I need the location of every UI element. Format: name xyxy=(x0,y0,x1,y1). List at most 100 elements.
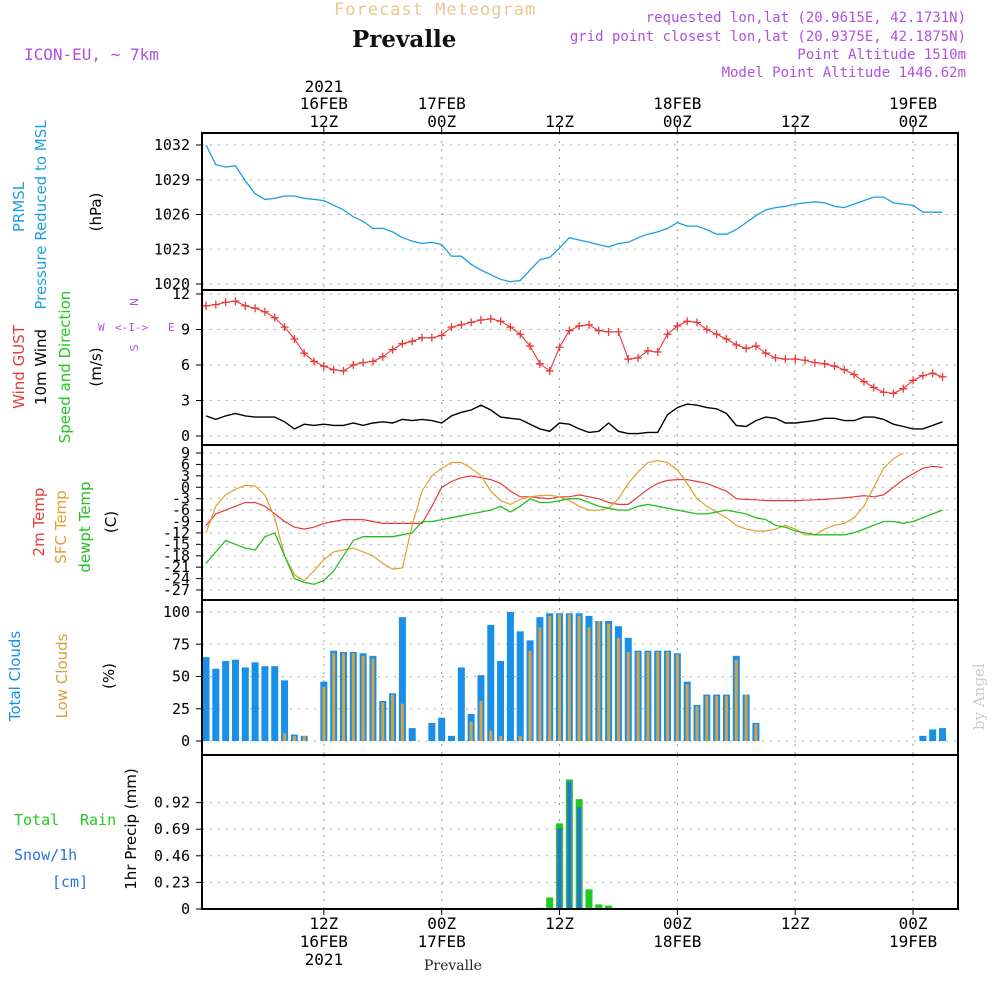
gust-marker xyxy=(290,334,299,343)
gust-marker xyxy=(388,345,397,354)
low-cloud-bar xyxy=(587,627,591,741)
y-tick-label: -12 xyxy=(163,524,190,542)
time-label-year: 2021 xyxy=(305,77,344,96)
gust-line xyxy=(205,300,943,394)
gust-marker xyxy=(899,384,908,393)
panel-frame xyxy=(201,754,959,910)
gust-marker xyxy=(496,317,505,326)
snow-bar xyxy=(567,781,572,909)
gust-marker xyxy=(339,366,348,375)
gust-marker xyxy=(418,333,427,342)
time-label-hour: 00Z xyxy=(899,112,928,131)
gust-marker xyxy=(260,307,269,316)
gust-marker xyxy=(634,353,643,362)
gust-marker xyxy=(555,343,564,352)
y-tick-label: -3 xyxy=(172,490,190,508)
gust-marker xyxy=(653,347,662,356)
time-label-date: 18FEB xyxy=(653,932,701,951)
total-cloud-bar xyxy=(398,617,406,741)
pressure-unit: (hPa) xyxy=(87,193,105,232)
y-tick-label: 0.23 xyxy=(154,873,190,891)
time-label-date: 16FEB xyxy=(300,94,348,113)
gust-marker xyxy=(732,340,741,349)
low-cloud-bar xyxy=(538,627,542,741)
dewpt-label: dewpt Temp xyxy=(76,481,94,572)
time-label-hour: 12Z xyxy=(309,914,338,933)
product-title: Forecast Meteogram xyxy=(334,0,537,20)
low-cloud-bar xyxy=(675,654,679,741)
rain-bar xyxy=(585,889,593,909)
y-tick-label: 1026 xyxy=(154,206,190,224)
low-cloud-bar xyxy=(400,703,404,741)
gust-marker xyxy=(909,376,918,385)
total-cloud-bar xyxy=(939,728,946,741)
total-cloud-bar xyxy=(271,666,279,741)
total-cloud-bar xyxy=(202,657,210,741)
gust-marker xyxy=(506,323,515,332)
gust-marker xyxy=(408,337,417,346)
y-tick-label: 1029 xyxy=(154,171,190,189)
gridpoint-coords: grid point closest lon,lat (20.9375E, 42… xyxy=(569,29,966,45)
y-tick-label: 25 xyxy=(172,700,190,718)
total-cloud-bar xyxy=(506,612,514,741)
dewpt-line xyxy=(205,497,943,585)
t2m-label: 2m Temp xyxy=(30,488,48,557)
total-cloud-bar xyxy=(448,735,455,741)
gust-marker xyxy=(437,331,446,340)
low-cloud-bar xyxy=(322,686,326,741)
gust-marker xyxy=(427,333,436,342)
gust-marker xyxy=(771,353,780,362)
low-cloud-bar xyxy=(518,735,522,741)
y-tick-label: 6 xyxy=(181,455,190,473)
y-tick-label: 1020 xyxy=(154,275,190,293)
gust-marker xyxy=(879,388,888,397)
low-cloud-bar xyxy=(332,653,336,741)
y-tick-label: -18 xyxy=(163,547,190,565)
gust-marker xyxy=(928,369,937,378)
time-label-hour: 00Z xyxy=(663,112,692,131)
total-cloud-bar xyxy=(251,662,259,741)
time-label-hour: 12Z xyxy=(309,112,338,131)
total-cloud-bar xyxy=(929,729,937,741)
snow-bar xyxy=(557,828,562,909)
low-cloud-bar xyxy=(616,637,620,741)
y-tick-label: 0.69 xyxy=(154,820,190,838)
y-tick-label: 9 xyxy=(181,444,190,462)
gust-label: Wind GUST xyxy=(10,324,28,409)
low-cloud-bar xyxy=(528,650,532,741)
pressure-label-long: Pressure Reduced to MSL xyxy=(32,120,50,310)
gust-marker xyxy=(712,330,721,339)
wind-label: 10m Wind xyxy=(32,329,50,405)
gust-marker xyxy=(801,356,810,365)
time-label-date: 19FEB xyxy=(889,94,937,113)
gust-marker xyxy=(918,371,927,380)
gust-marker xyxy=(693,318,701,327)
t2m-line xyxy=(205,465,943,530)
low-cloud-bar xyxy=(744,694,748,741)
low-cloud-bar xyxy=(548,615,552,741)
low-cloud-bar xyxy=(283,733,287,741)
gust-marker xyxy=(781,355,790,364)
y-tick-label: 100 xyxy=(163,603,190,621)
gust-marker xyxy=(516,330,525,339)
gust-marker xyxy=(663,330,672,339)
gust-marker xyxy=(270,313,279,322)
station-title: Prevalle xyxy=(352,26,457,53)
gust-marker xyxy=(624,355,633,364)
rain-bar xyxy=(595,904,603,909)
time-label-year: 2021 xyxy=(305,950,344,969)
low-cloud-bar xyxy=(469,721,473,741)
y-tick-label: -27 xyxy=(163,581,190,599)
gust-marker xyxy=(702,325,711,334)
y-tick-label: 6 xyxy=(181,356,190,374)
low-cloud-bar xyxy=(734,659,738,741)
compass-w: W xyxy=(98,321,105,334)
y-tick-label: 0 xyxy=(181,427,190,445)
low-cloud-bar xyxy=(577,615,581,741)
gust-marker xyxy=(211,300,220,309)
panel-frame xyxy=(201,132,959,291)
rain-bar xyxy=(546,897,554,909)
wind-dir-label: Speed and Direction xyxy=(56,291,74,444)
y-tick-label: 3 xyxy=(181,467,190,485)
